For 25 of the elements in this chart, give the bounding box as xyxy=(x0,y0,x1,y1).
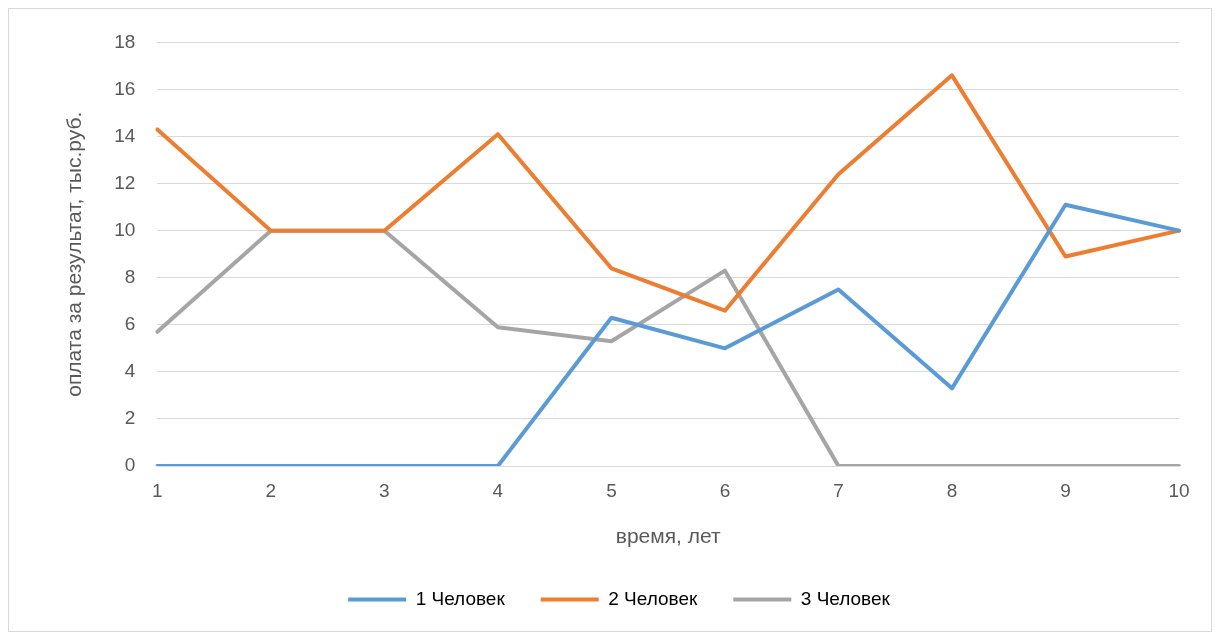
y-tick-label: 6 xyxy=(124,313,136,335)
y-tick-label: 10 xyxy=(114,218,136,240)
x-tick-label: 7 xyxy=(833,479,844,501)
y-tick-label: 12 xyxy=(114,171,136,193)
y-tick-label: 4 xyxy=(124,360,136,382)
x-tick-label: 6 xyxy=(719,479,731,501)
y-tick-label: 16 xyxy=(114,77,136,99)
x-tick-label: 9 xyxy=(1060,479,1071,501)
y-tick-label: 18 xyxy=(114,30,136,52)
x-tick-label: 2 xyxy=(265,479,277,501)
y-tick-label: 8 xyxy=(124,265,136,287)
y-tick-label: 2 xyxy=(124,407,136,429)
x-tick-label: 5 xyxy=(606,479,617,501)
legend-label: 2 Человек xyxy=(608,587,698,609)
x-tick-label: 4 xyxy=(492,479,504,501)
x-tick-label: 1 xyxy=(152,479,163,501)
y-tick-label: 14 xyxy=(114,124,136,146)
y-axis-title: оплата за результат, тыс.руб. xyxy=(62,111,86,397)
x-tick-label: 10 xyxy=(1168,479,1190,501)
x-tick-label: 8 xyxy=(946,479,958,501)
x-axis-title: время, лет xyxy=(615,524,721,548)
legend-label: 3 Человек xyxy=(800,587,891,609)
legend-label: 1 Человек xyxy=(415,587,506,609)
y-tick-label: 0 xyxy=(124,454,136,476)
x-tick-label: 3 xyxy=(379,479,390,501)
